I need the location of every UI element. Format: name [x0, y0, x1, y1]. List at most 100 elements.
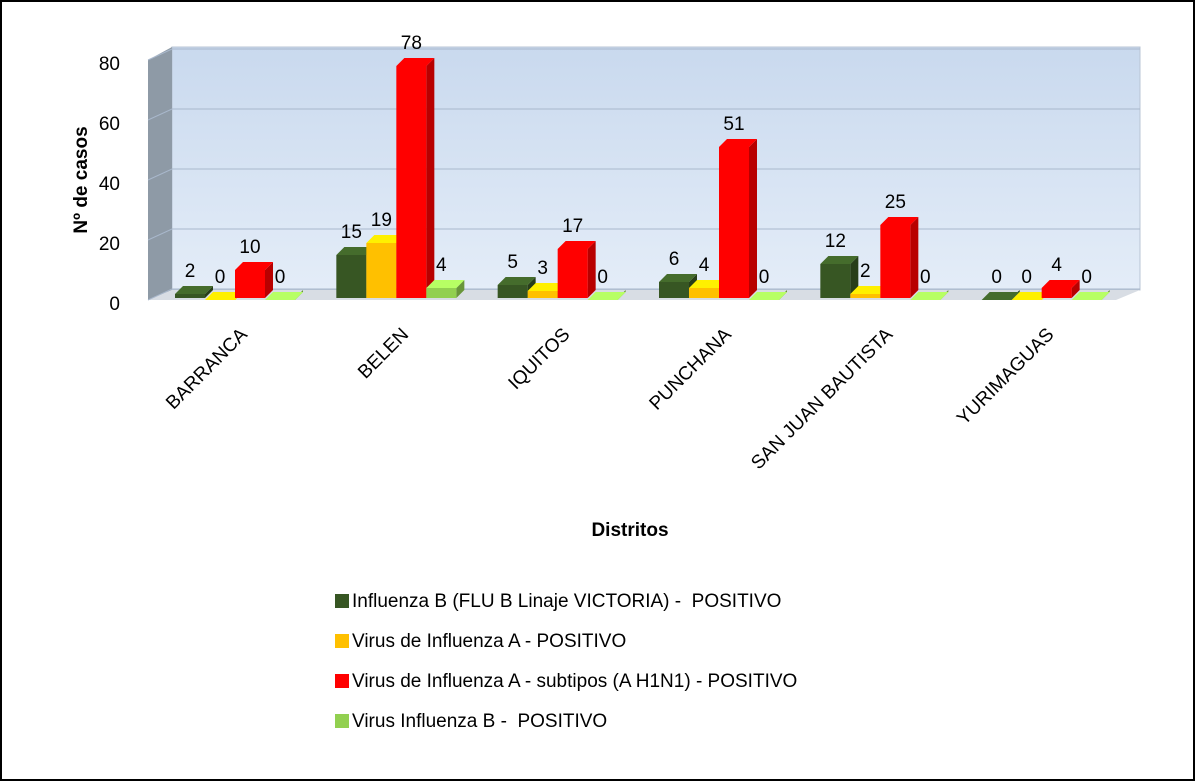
value-label: 5 — [507, 252, 518, 273]
value-label: 0 — [597, 267, 608, 288]
value-label: 15 — [341, 222, 362, 243]
bar-top — [689, 280, 727, 288]
side-wall — [148, 47, 172, 300]
bar — [265, 290, 303, 300]
legend-label: Virus de Influenza A - subtipos (A H1N1)… — [352, 671, 797, 692]
bar-top — [659, 274, 697, 282]
bar-top — [1041, 280, 1080, 288]
bar — [910, 290, 949, 300]
bar — [426, 280, 465, 298]
value-label: 19 — [371, 210, 392, 231]
bar-side — [749, 139, 757, 298]
bar-side — [265, 262, 273, 298]
bar — [820, 256, 859, 298]
bar — [719, 139, 757, 298]
bar-side — [850, 256, 859, 298]
y-tick-label: 20 — [99, 234, 120, 255]
bar — [587, 290, 626, 300]
value-label: 0 — [275, 267, 286, 288]
value-label: 2 — [860, 261, 871, 282]
bar — [1041, 280, 1080, 298]
legend-label: Virus Influenza B - POSITIVO — [352, 711, 607, 732]
bar-top — [366, 235, 405, 243]
y-tick-label: 40 — [99, 174, 120, 195]
legend-swatch — [335, 674, 349, 688]
grid-line — [147, 228, 1140, 241]
value-label: 51 — [723, 114, 744, 135]
bar-front — [719, 147, 749, 298]
value-label: 4 — [1051, 255, 1062, 276]
bar — [497, 277, 536, 298]
value-label: 2 — [185, 261, 196, 282]
value-label: 17 — [562, 216, 583, 237]
bar — [749, 290, 787, 300]
grid-line — [147, 288, 1140, 301]
bar-top — [1011, 292, 1050, 300]
bar-front — [1041, 288, 1072, 298]
bar-front — [235, 270, 265, 298]
bar-front — [820, 264, 851, 298]
legend-label: Influenza B (FLU B Linaje VICTORIA) - PO… — [352, 591, 781, 612]
value-label: 12 — [825, 231, 846, 252]
bar-front — [659, 282, 689, 298]
y-tick-label: 0 — [109, 294, 120, 315]
value-label: 4 — [699, 255, 710, 276]
bar-top — [587, 292, 626, 300]
bar-top — [719, 139, 757, 147]
value-label: 0 — [759, 267, 770, 288]
bar-top — [527, 283, 566, 291]
y-tick-label: 80 — [99, 54, 120, 75]
y-tick-label: 60 — [99, 114, 120, 135]
y-axis-label: Nº de casos — [71, 126, 92, 233]
value-label: 0 — [991, 267, 1002, 288]
bar-front — [426, 288, 457, 298]
bar-top — [749, 292, 787, 300]
bar-front — [557, 249, 588, 298]
bar-top — [557, 241, 596, 249]
bar-side — [456, 280, 465, 298]
bar-front — [396, 66, 427, 298]
bar — [396, 58, 435, 298]
bar-side — [426, 58, 435, 298]
legend-swatch — [335, 594, 349, 608]
bar-top — [336, 247, 375, 255]
bar — [880, 217, 919, 298]
bar — [175, 286, 213, 298]
bar-side — [1071, 280, 1080, 298]
value-label: 25 — [885, 192, 906, 213]
bar-top — [981, 292, 1020, 300]
grid-line — [147, 168, 1140, 181]
value-label: 6 — [669, 249, 680, 270]
bar — [557, 241, 596, 298]
bar-front — [366, 243, 397, 298]
bar-top — [497, 277, 536, 285]
value-label: 10 — [239, 237, 260, 258]
bar-top — [235, 262, 273, 270]
legend-label: Virus de Influenza A - POSITIVO — [352, 631, 626, 652]
value-label: 0 — [215, 267, 226, 288]
bar-front — [689, 288, 719, 298]
bar-top — [910, 292, 949, 300]
bar-top — [265, 292, 303, 300]
grid-line — [147, 48, 1140, 61]
bar-front — [880, 225, 911, 298]
bar-top — [205, 292, 243, 300]
bar-front — [336, 255, 367, 298]
bar-side — [205, 286, 213, 298]
bar-top — [396, 58, 435, 66]
bar-top — [1071, 292, 1110, 300]
bar-top — [175, 286, 213, 294]
bar-front — [497, 285, 528, 298]
legend-swatch — [335, 714, 349, 728]
bar-top — [850, 286, 889, 294]
bar-top — [880, 217, 919, 225]
bar-front — [527, 291, 558, 298]
bar-front — [850, 294, 881, 298]
value-label: 0 — [1021, 267, 1032, 288]
legend-swatch — [335, 634, 349, 648]
value-label: 78 — [401, 33, 422, 54]
bar-side — [910, 217, 919, 298]
value-label: 0 — [1081, 267, 1092, 288]
x-axis-label: Distritos — [591, 520, 668, 541]
bar — [235, 262, 273, 298]
